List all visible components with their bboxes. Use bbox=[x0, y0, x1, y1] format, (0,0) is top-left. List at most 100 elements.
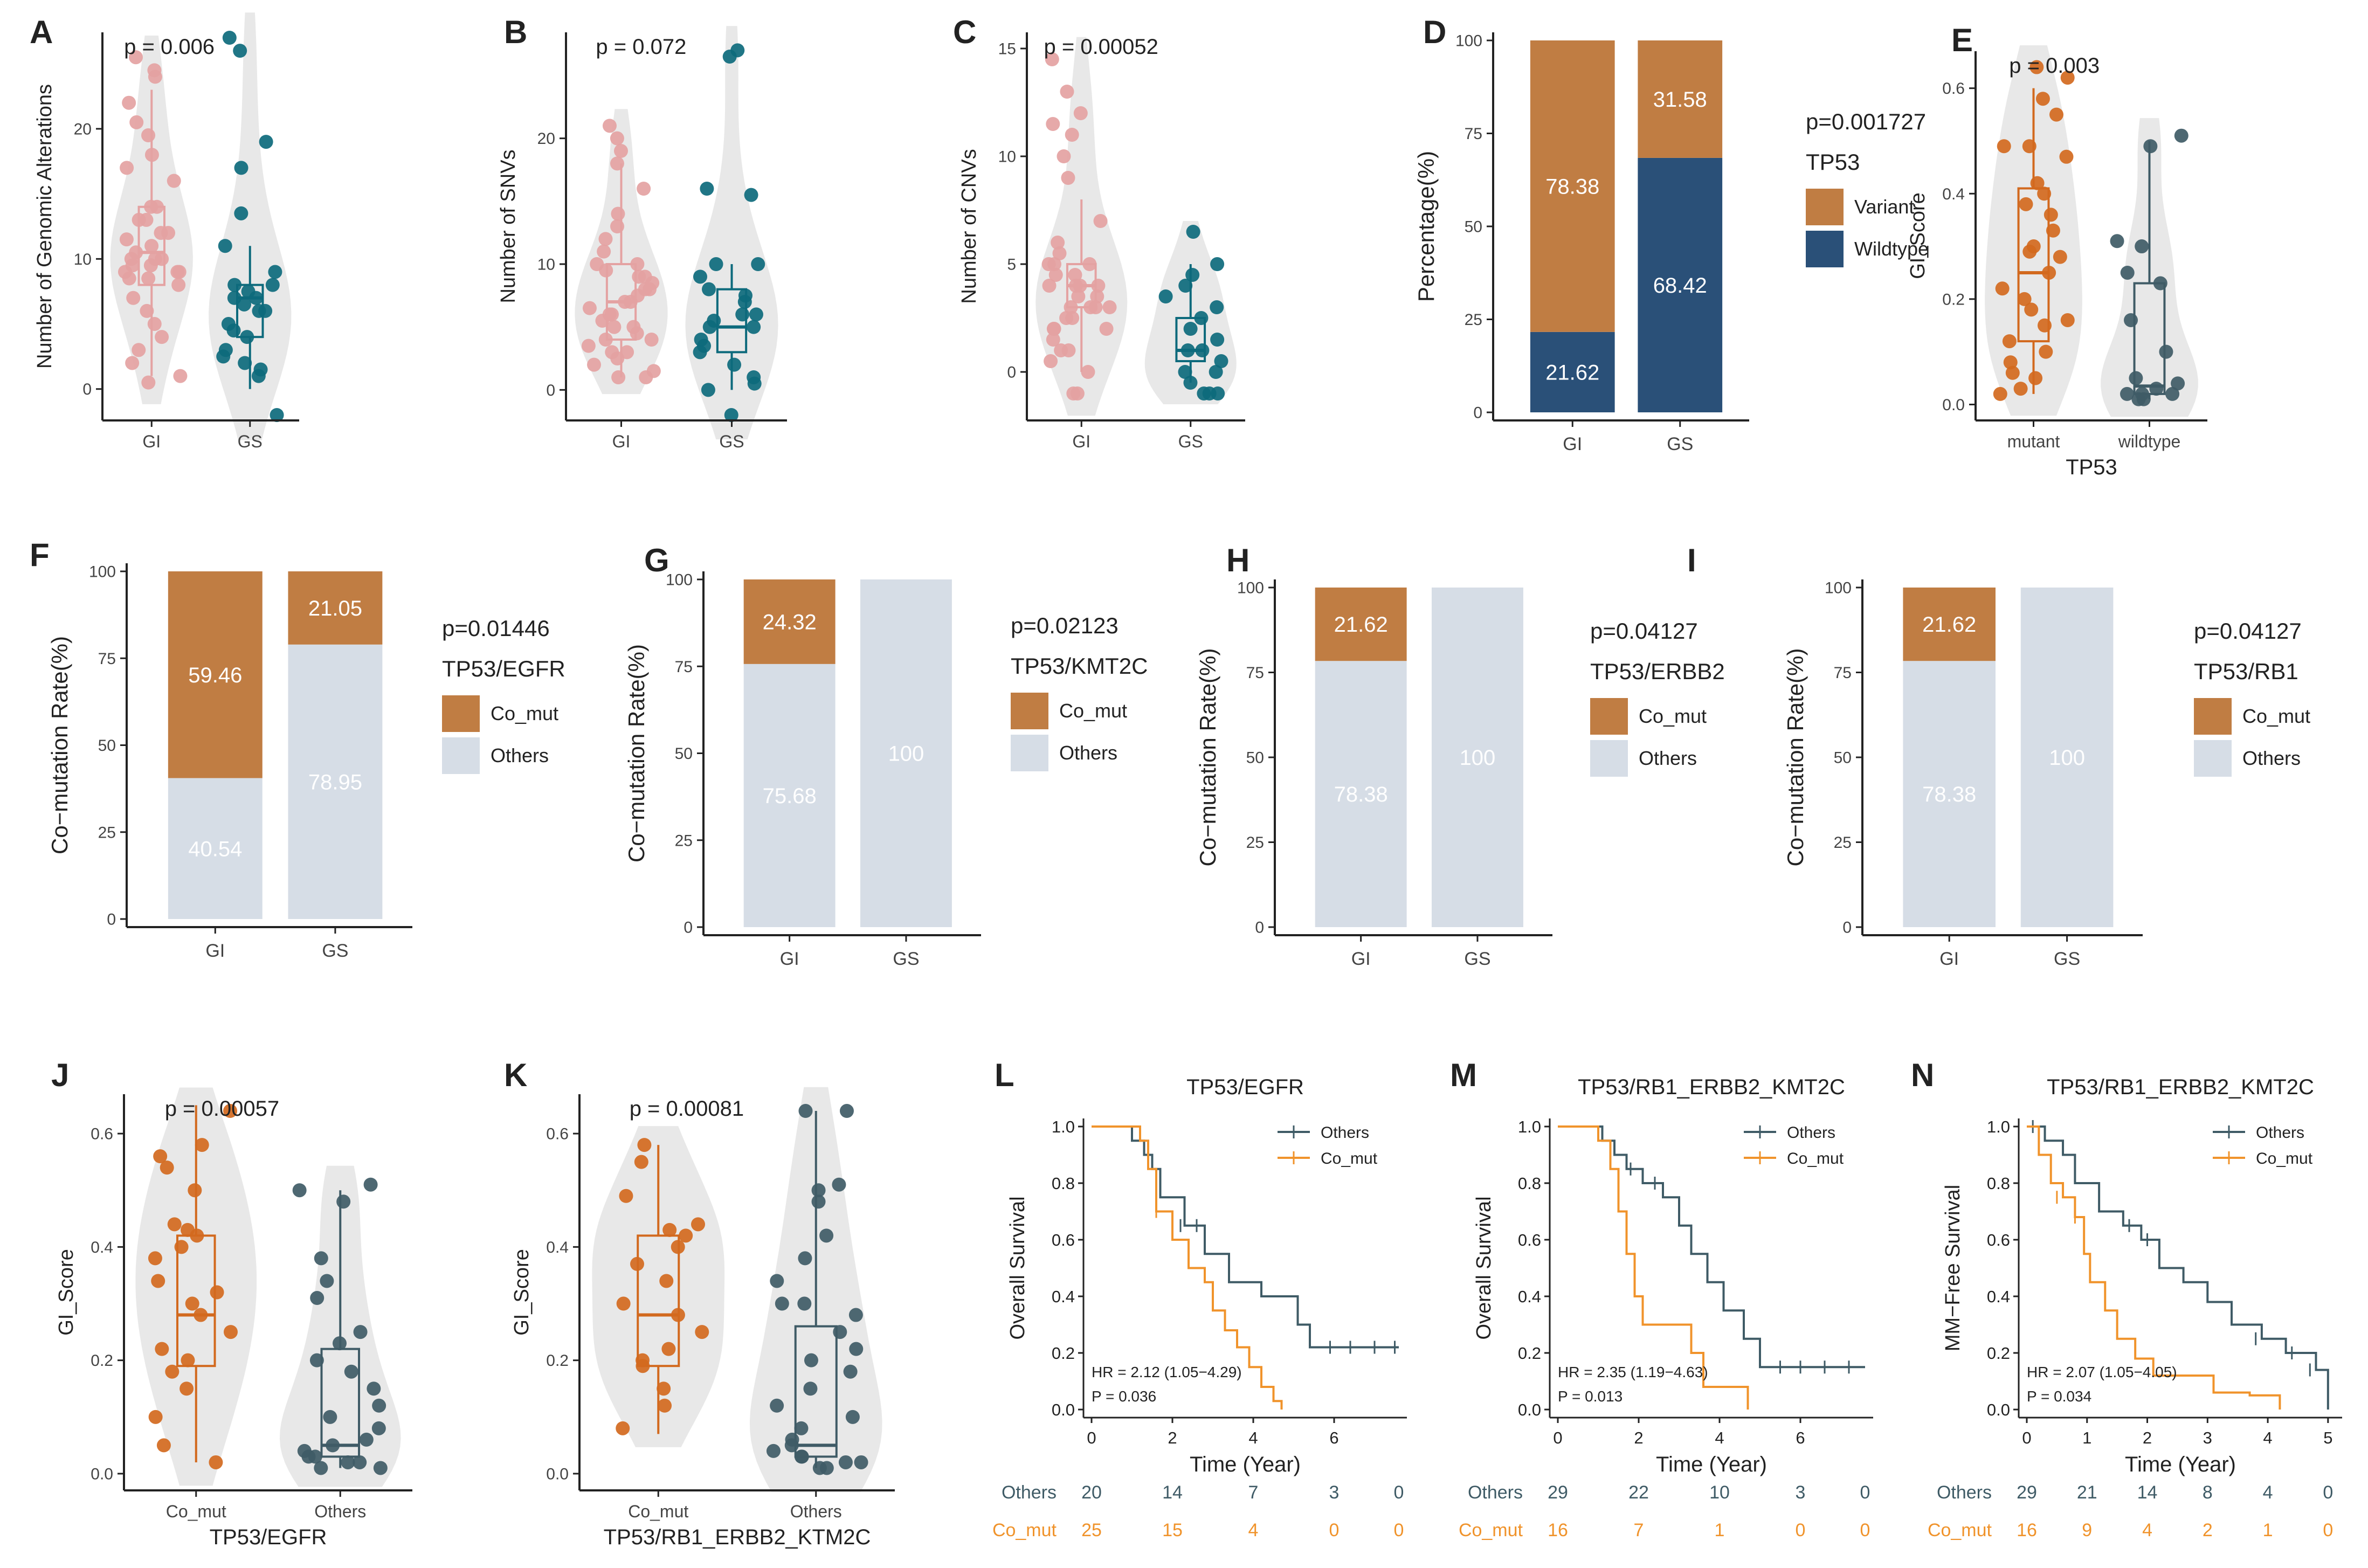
data-point bbox=[1185, 268, 1200, 282]
data-point bbox=[371, 1421, 386, 1435]
p-value-label: p = 0.00052 bbox=[1044, 35, 1158, 59]
legend-item: Co_mut bbox=[491, 702, 558, 724]
y-tick-label: 0.6 bbox=[1518, 1231, 1541, 1249]
y-tick-label: 25 bbox=[675, 832, 693, 849]
data-point bbox=[320, 1274, 334, 1288]
data-point bbox=[2159, 344, 2173, 359]
risk-count: 25 bbox=[1081, 1520, 1102, 1541]
risk-count: 14 bbox=[1162, 1482, 1183, 1503]
data-point bbox=[180, 1382, 194, 1396]
data-point bbox=[153, 1149, 168, 1164]
p-value-label: p = 0.00081 bbox=[630, 1097, 744, 1121]
data-point bbox=[151, 1274, 165, 1288]
data-point bbox=[292, 1183, 307, 1198]
data-point bbox=[1083, 300, 1098, 314]
data-point bbox=[141, 128, 156, 143]
x-tick-label: GI bbox=[1072, 432, 1090, 451]
bar-value-label: 78.38 bbox=[1545, 175, 1599, 198]
bar-segment-others bbox=[2020, 588, 2114, 927]
data-point bbox=[141, 375, 156, 390]
y-tick-label: 0 bbox=[546, 382, 555, 399]
data-point bbox=[148, 1410, 163, 1424]
legend-item: Co_mut bbox=[1639, 705, 1707, 727]
data-point bbox=[2120, 386, 2135, 401]
data-point bbox=[2043, 208, 2058, 222]
y-tick-label: 75 bbox=[675, 658, 693, 676]
data-point bbox=[1068, 268, 1082, 282]
data-point bbox=[838, 1455, 853, 1469]
x-tick-label: GS bbox=[1464, 949, 1490, 969]
data-point bbox=[2013, 382, 2028, 396]
y-axis-label: Percentage(%) bbox=[1413, 151, 1439, 302]
y-tick-label: 0.2 bbox=[1987, 1344, 2010, 1363]
box bbox=[794, 1325, 838, 1458]
y-tick-label: 20 bbox=[537, 130, 555, 148]
data-point bbox=[2022, 244, 2037, 259]
risk-count: 9 bbox=[2082, 1520, 2092, 1541]
legend-title: TP53/RB1 bbox=[2194, 659, 2298, 684]
risk-row-label: Others bbox=[1468, 1482, 1523, 1503]
data-point bbox=[610, 351, 625, 365]
x-tick-label: GS bbox=[1667, 434, 1693, 454]
risk-row-label: Others bbox=[1002, 1482, 1057, 1503]
panel-label: N bbox=[1911, 1057, 1934, 1093]
y-tick-label: 50 bbox=[1465, 218, 1482, 236]
y-tick-label: 20 bbox=[74, 120, 92, 138]
bar-segment-others bbox=[288, 644, 383, 919]
data-point bbox=[270, 408, 284, 422]
y-tick-label: 0.0 bbox=[546, 1465, 569, 1483]
data-point bbox=[1044, 354, 1058, 368]
data-point bbox=[125, 356, 140, 370]
bar-segment-variant bbox=[1638, 40, 1723, 158]
risk-count: 16 bbox=[1548, 1520, 1568, 1541]
panel-i: I 78.38 21.62 100 0 25 50 75 100 GI GS Co−mutation … bbox=[1687, 542, 2310, 969]
data-point bbox=[784, 1438, 799, 1453]
y-tick-label: 0.8 bbox=[1518, 1174, 1541, 1193]
data-point bbox=[344, 1364, 358, 1379]
legend-swatch bbox=[2194, 740, 2232, 777]
data-point bbox=[639, 370, 653, 384]
y-tick-label: 0 bbox=[1842, 919, 1852, 937]
data-point bbox=[2002, 334, 2017, 349]
data-point bbox=[150, 199, 164, 214]
data-point bbox=[353, 1325, 368, 1339]
data-point bbox=[1211, 386, 1225, 400]
data-point bbox=[819, 1228, 834, 1243]
data-point bbox=[1051, 236, 1065, 250]
data-point bbox=[210, 1285, 224, 1300]
data-point bbox=[1209, 365, 1223, 379]
x-tick-label: GI bbox=[1351, 949, 1371, 969]
panel-label: G bbox=[644, 542, 669, 578]
x-tick-label: GS bbox=[893, 949, 919, 969]
panel-m: M TP53/RB1_ERBB2_KMT2C 0.0 0.2 0.4 0.6 0.8 1.0 0… bbox=[1450, 1057, 1873, 1541]
data-point bbox=[1045, 52, 1059, 66]
data-point bbox=[735, 307, 750, 322]
x-tick-label: GS bbox=[322, 941, 348, 961]
risk-count: 22 bbox=[1628, 1482, 1649, 1503]
data-point bbox=[119, 232, 134, 247]
y-tick-label: 0.6 bbox=[1987, 1231, 2010, 1249]
data-point bbox=[310, 1291, 325, 1305]
x-axis-label: TP53/EGFR bbox=[210, 1525, 327, 1549]
data-point bbox=[195, 1138, 209, 1152]
data-point bbox=[1064, 300, 1078, 314]
panel-label: D bbox=[1423, 14, 1446, 50]
risk-count: 0 bbox=[1860, 1520, 1870, 1541]
data-point bbox=[2124, 313, 2138, 327]
y-axis-label: Overall Survival bbox=[1006, 1196, 1029, 1339]
data-point bbox=[1102, 300, 1117, 314]
x-tick-label: GS bbox=[1178, 432, 1203, 451]
data-point bbox=[2060, 71, 2075, 85]
data-point bbox=[122, 95, 136, 110]
km-curve-co_mut bbox=[1092, 1125, 1283, 1410]
y-tick-label: 0.2 bbox=[1518, 1344, 1541, 1363]
data-point bbox=[172, 265, 187, 279]
data-point bbox=[129, 115, 144, 129]
data-point bbox=[314, 1251, 328, 1266]
y-tick-label: 1.0 bbox=[1987, 1117, 2010, 1136]
data-point bbox=[770, 1398, 784, 1413]
data-point bbox=[1210, 257, 1225, 271]
violin-shape bbox=[685, 26, 778, 440]
y-axis-label: GI_Score bbox=[1907, 192, 1929, 279]
legend-pvalue: p=0.001727 bbox=[1806, 109, 1926, 134]
